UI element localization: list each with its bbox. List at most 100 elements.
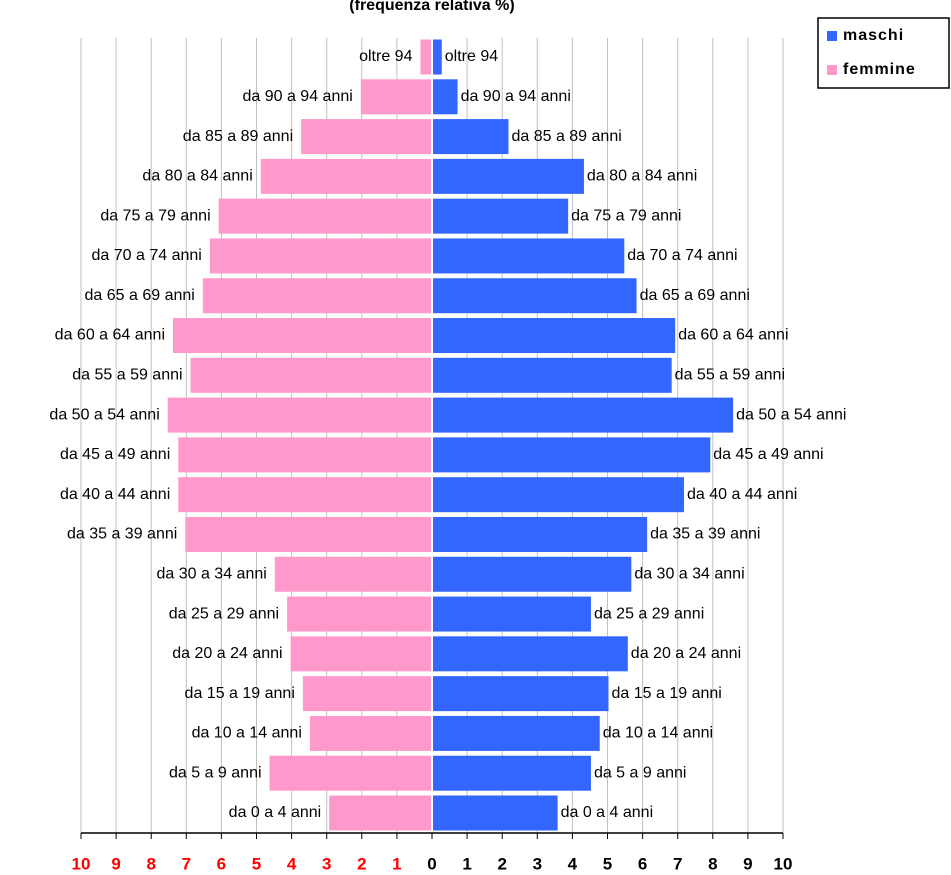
bar-label: da 15 a 19 anni [185,685,295,702]
bar [433,318,676,354]
bar-label: da 25 a 29 anni [594,605,704,622]
bar [433,79,458,115]
x-tick-label: 6 [217,854,226,873]
bar-label: oltre 94 [359,48,412,65]
bar [433,715,600,751]
bar-label: da 35 a 39 anni [67,526,177,543]
bar-label: da 50 a 54 anni [736,406,846,423]
bar [433,357,672,393]
bar [433,596,591,632]
bar-label: da 15 a 19 anni [612,685,722,702]
bar [202,278,431,314]
bar [269,755,431,791]
bar-label: da 20 a 24 anni [172,645,282,662]
legend-swatch [827,65,837,75]
x-tick-label: 8 [146,854,155,873]
bar-label: da 35 a 39 anni [650,526,760,543]
bar-label: da 50 a 54 anni [49,406,159,423]
bar-label: da 70 a 74 anni [92,247,202,264]
legend-swatch [827,31,837,41]
bar-label: da 85 a 89 anni [511,128,621,145]
bar-label: da 40 a 44 anni [60,486,170,503]
bar [433,278,637,314]
bar [178,437,431,473]
bar [302,676,431,712]
bar [420,39,431,75]
x-tick-label: 3 [322,854,331,873]
bar-label: da 75 a 79 anni [100,207,210,224]
x-tick-label: 4 [287,854,297,873]
bar-label: da 65 a 69 anni [640,287,750,304]
x-tick-label: 5 [603,854,612,873]
bar-label: da 45 a 49 anni [60,446,170,463]
x-tick-label: 4 [568,854,578,873]
bar [433,516,648,552]
x-tick-label: 7 [673,854,682,873]
bar [309,715,431,751]
bar-label: da 25 a 29 anni [169,605,279,622]
bar [433,238,625,274]
bar [178,477,431,513]
legend-label: femmine [843,61,916,78]
x-tick-label: 10 [72,854,91,873]
bar-label: da 70 a 74 anni [627,247,737,264]
bar-label: da 80 a 84 anni [142,168,252,185]
bar-label: da 45 a 49 anni [713,446,823,463]
bar [433,755,591,791]
x-tick-label: 5 [252,854,261,873]
bar-label: da 80 a 84 anni [587,168,697,185]
bar [274,556,431,592]
x-tick-label: 6 [638,854,647,873]
x-tick-label: 2 [497,854,506,873]
bar [329,795,431,831]
bar [260,158,431,194]
bar-label: da 20 a 24 anni [631,645,741,662]
bar-label: da 85 a 89 anni [183,128,293,145]
bar [433,636,628,672]
bar-label: da 60 a 64 anni [55,327,165,344]
bar [433,158,584,194]
x-tick-label: 2 [357,854,366,873]
x-tick-label: 1 [462,854,471,873]
bar-label: da 55 a 59 anni [675,367,785,384]
bar-label: da 0 a 4 anni [229,804,322,821]
bar [433,397,734,433]
bar [209,238,431,274]
bar [433,437,711,473]
bar-label: da 90 a 94 anni [242,88,352,105]
bar-label: da 30 a 34 anni [156,565,266,582]
bar [167,397,431,433]
bar-label: da 0 a 4 anni [561,804,654,821]
bar [433,795,558,831]
bar [433,119,509,155]
bar-label: da 10 a 14 anni [603,725,713,742]
bar [173,318,431,354]
legend-box [817,17,950,89]
bar-label: da 40 a 44 anni [687,486,797,503]
x-tick-label: 7 [182,854,191,873]
bar [287,596,431,632]
x-tick-label: 9 [111,854,120,873]
bar-label: da 90 a 94 anni [461,88,571,105]
bar [185,516,431,552]
x-tick-label: 10 [774,854,793,873]
bar [360,79,431,115]
bar-label: da 5 a 9 anni [594,764,687,781]
bar [433,676,609,712]
bar [433,477,684,513]
bar-label: oltre 94 [445,48,498,65]
bar [290,636,431,672]
bar-label: da 75 a 79 anni [571,207,681,224]
x-tick-label: 3 [533,854,542,873]
x-tick-label: 0 [427,854,436,873]
x-tick-label: 9 [743,854,752,873]
bar [190,357,431,393]
bar-label: da 65 a 69 anni [85,287,195,304]
bar [433,198,569,234]
bar [433,556,632,592]
bar [301,119,431,155]
bar [433,39,442,75]
x-tick-label: 8 [708,854,717,873]
bar-label: da 60 a 64 anni [678,327,788,344]
